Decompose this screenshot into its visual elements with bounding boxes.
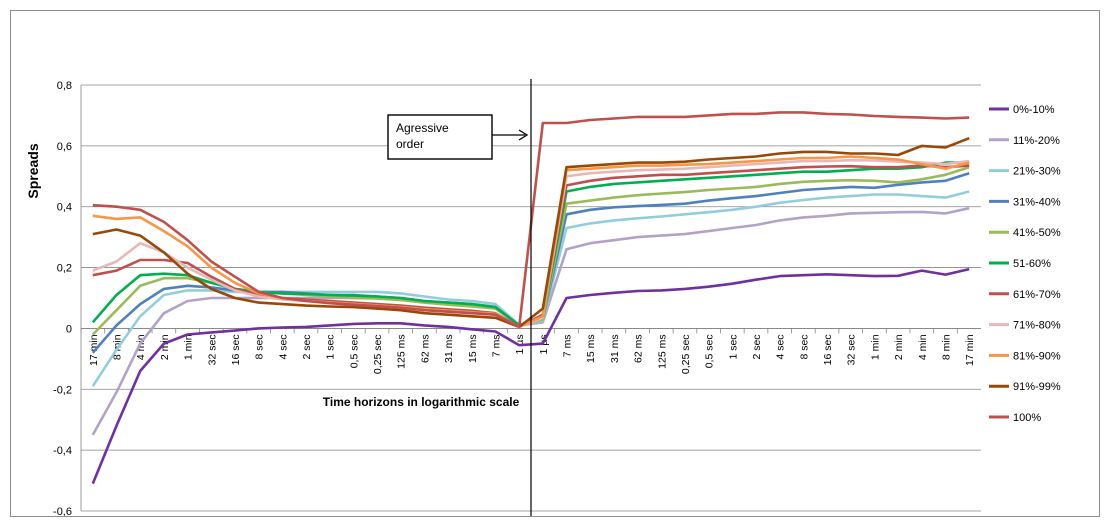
x-tick-label: 7 ms	[562, 334, 574, 357]
chart-frame: -0,6 -0,4 -0,2 0 0,2 0,4 0,6 0,8 17 min 8 min 4 m…	[10, 10, 1100, 518]
x-tick-label: 62 ms	[633, 334, 645, 363]
x-tick-label: 16 sec	[822, 334, 834, 365]
legend-label: 41%-50%	[1013, 227, 1061, 239]
x-tick-label: 17 min	[964, 334, 976, 366]
x-tick-label: 62 ms	[419, 334, 431, 363]
x-tick-label: 0,5 sec	[704, 334, 716, 368]
y-tick-label: 0,8	[57, 80, 72, 92]
line-chart: -0,6 -0,4 -0,2 0 0,2 0,4 0,6 0,8 17 min 8 min 4 m…	[25, 79, 1061, 518]
x-tick-label: 8 sec	[254, 334, 266, 359]
legend: 0%-10% 11%-20% 21%-30% 31%-40% 41%-50% 51-60%…	[989, 104, 1061, 424]
x-tick-label: 1 µs	[538, 334, 550, 354]
y-tick-label: -0,2	[53, 384, 72, 396]
x-tick-label: 2 min	[893, 334, 905, 360]
x-tick-label: 4 sec	[775, 334, 787, 359]
x-tick-label: 0,25 sec	[680, 334, 692, 374]
x-tick-label: 1 sec	[325, 334, 337, 359]
legend-label: 11%-20%	[1013, 135, 1060, 147]
x-tick-label: 125 ms	[396, 334, 408, 368]
x-tick-label: 2 sec	[301, 334, 313, 359]
x-tick-label: 0,25 sec	[372, 334, 384, 374]
x-tick-label: 16 sec	[230, 334, 242, 365]
y-tick-label: -0,6	[53, 506, 72, 516]
annotation: Agressive order	[387, 79, 532, 516]
x-tick-label: 2 sec	[751, 334, 763, 359]
x-tick-label: 8 min	[940, 334, 952, 360]
y-tick-label: 0	[66, 323, 72, 335]
annotation-box	[387, 114, 493, 160]
y-tick-label: 0,2	[57, 263, 72, 275]
x-tick-label: 125 ms	[656, 334, 668, 368]
x-axis-title: Time horizons in logarithmic scale	[323, 395, 520, 409]
x-tick-label: 32 sec	[206, 334, 218, 365]
x-tick-label: 4 min	[135, 334, 147, 360]
x-tick-label: 0,5 sec	[348, 334, 360, 368]
x-tick-label: 4 sec	[277, 334, 289, 359]
legend-label: 81%-90%	[1013, 350, 1061, 362]
x-tick-label: 15 ms	[467, 334, 479, 363]
annotation-text: Agressive	[396, 121, 449, 135]
x-tick-label: 4 min	[917, 334, 929, 360]
x-tick-label: 32 sec	[846, 334, 858, 365]
x-tick-label: 8 sec	[798, 334, 810, 359]
y-tick-label: 0,4	[57, 202, 72, 214]
legend-label: 91%-99%	[1013, 381, 1061, 393]
x-tick-label: 7 ms	[490, 334, 502, 357]
y-axis-tick-labels: -0,6 -0,4 -0,2 0 0,2 0,4 0,6 0,8	[53, 80, 72, 518]
legend-label: 51-60%	[1013, 258, 1051, 270]
y-tick-label: 0,6	[57, 141, 72, 153]
legend-label: 100%	[1013, 412, 1041, 424]
x-tick-label: 31 ms	[443, 334, 455, 363]
x-tick-label: 15 ms	[585, 334, 597, 363]
x-tick-label: 31 ms	[609, 334, 621, 363]
legend-label: 31%-40%	[1013, 196, 1061, 208]
legend-label: 21%-30%	[1013, 166, 1061, 178]
legend-label: 61%-70%	[1013, 289, 1061, 301]
y-axis-title: Spreads	[25, 143, 41, 198]
annotation-text: order	[396, 137, 424, 151]
x-tick-label: 1 min	[183, 334, 195, 360]
y-tick-label: -0,4	[53, 445, 72, 457]
x-tick-label: 1 min	[869, 334, 881, 360]
legend-label: 0%-10%	[1013, 104, 1055, 116]
arrow-head	[518, 129, 529, 141]
x-tick-label: 1 sec	[727, 334, 739, 359]
legend-label: 71%-80%	[1013, 320, 1061, 332]
